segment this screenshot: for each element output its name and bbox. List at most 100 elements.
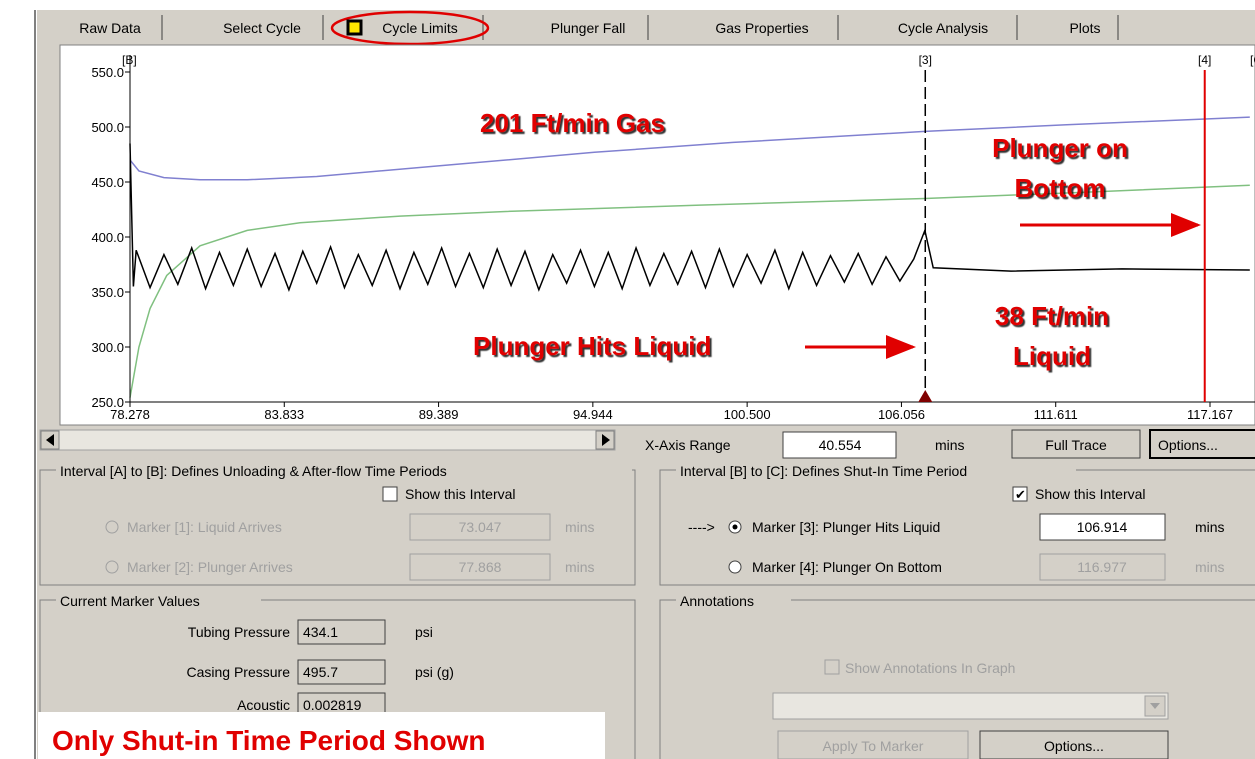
marker-label: [4] xyxy=(1198,53,1211,67)
unit: mins xyxy=(935,437,965,453)
field-value: 495.7 xyxy=(303,664,338,680)
value-label: Acoustic xyxy=(237,697,290,713)
checkbox[interactable] xyxy=(1012,486,1028,502)
radio-label: Marker [1]: Liquid Arrives xyxy=(127,519,282,535)
checkbox-label: Show this Interval xyxy=(1035,486,1146,502)
text-field xyxy=(409,553,551,581)
marker-handle xyxy=(918,390,933,402)
title-bg xyxy=(676,592,791,608)
text-field xyxy=(297,619,386,645)
radio-label: Marker [2]: Plunger Arrives xyxy=(127,559,293,575)
caption: Only Shut-in Time Period Shown xyxy=(52,725,486,756)
x-tick-label: 94.944 xyxy=(573,407,613,422)
value-label: Casing Pressure xyxy=(187,664,291,680)
field-value: 77.868 xyxy=(459,559,502,575)
radio-label: Marker [4]: Plunger On Bottom xyxy=(752,559,942,575)
tab[interactable]: Gas Properties xyxy=(715,20,808,36)
button[interactable] xyxy=(1149,429,1255,459)
unit: mins xyxy=(1195,519,1225,535)
title-bg xyxy=(56,462,632,478)
group-title: Current Marker Values xyxy=(60,593,200,609)
marker-label: [C] xyxy=(1250,53,1255,67)
chart xyxy=(59,44,1255,426)
value-label: Tubing Pressure xyxy=(188,624,290,640)
field-value: 40.554 xyxy=(819,437,862,453)
tab[interactable]: Plunger Fall xyxy=(551,20,626,36)
radio[interactable] xyxy=(105,560,119,574)
text-field[interactable] xyxy=(782,431,897,459)
unit: mins xyxy=(565,519,595,535)
checkbox-label: Show Annotations In Graph xyxy=(845,660,1015,676)
combo-box xyxy=(772,692,1169,720)
tab[interactable]: Cycle Limits xyxy=(382,20,457,36)
unit: mins xyxy=(1195,559,1225,575)
checkbox[interactable] xyxy=(382,486,398,502)
series-line xyxy=(129,116,1250,181)
x-tick-label: 89.389 xyxy=(419,407,459,422)
text-field xyxy=(297,659,386,685)
tab[interactable]: Plots xyxy=(1069,20,1100,36)
field-value: 106.914 xyxy=(1077,519,1128,535)
y-tick-label: 400.0 xyxy=(91,230,124,245)
annotation: Liquid xyxy=(1013,341,1091,371)
dropdown-icon xyxy=(1150,703,1160,709)
radio[interactable] xyxy=(105,520,119,534)
title-bg xyxy=(676,462,1076,478)
button xyxy=(777,730,969,759)
text-field[interactable] xyxy=(1039,513,1166,541)
tab-bar: Raw Data Select Cycle Cycle Limits Plunger … xyxy=(79,15,1119,40)
label: X-Axis Range xyxy=(645,437,731,453)
button-label: Options... xyxy=(1044,738,1104,754)
unit: mins xyxy=(565,559,595,575)
radio-dot xyxy=(732,524,738,530)
y-tick-label: 450.0 xyxy=(91,175,124,190)
group-title: Interval [A] to [B]: Defines Unloading &… xyxy=(60,463,447,479)
unit: psi xyxy=(415,624,433,640)
radio[interactable] xyxy=(728,560,742,574)
field-value: 0.002819 xyxy=(303,697,362,713)
tab[interactable]: Cycle Analysis xyxy=(898,20,988,36)
check-mark: ✔ xyxy=(1015,487,1026,502)
checkbox-label: Show this Interval xyxy=(405,486,516,502)
arrow-icon xyxy=(602,434,610,446)
scrollbar[interactable] xyxy=(39,429,616,451)
pointer: ----> xyxy=(688,519,715,535)
title-bg xyxy=(56,592,261,608)
group-box xyxy=(659,599,1255,759)
tab-icon xyxy=(346,19,363,36)
arrow-icon xyxy=(46,434,54,446)
button[interactable] xyxy=(1011,429,1141,459)
annotation: 201 Ft/min Gas xyxy=(480,108,665,138)
caption-box xyxy=(38,712,605,759)
group-box xyxy=(39,599,636,759)
button-label: Options... xyxy=(1158,437,1218,453)
annotation: 38 Ft/min xyxy=(995,301,1109,331)
group-title: Interval [B] to [C]: Defines Shut-In Tim… xyxy=(680,463,967,479)
tab[interactable]: Raw Data xyxy=(79,20,141,36)
marker-label: [B] xyxy=(122,53,137,67)
x-tick-label: 117.167 xyxy=(1187,407,1233,422)
chart-annotations: 201 Ft/min Gas Plunger on Bottom 38 Ft/m… xyxy=(473,108,1201,371)
y-tick-label: 250.0 xyxy=(91,395,124,410)
series-line xyxy=(129,143,1250,292)
group-title: Annotations xyxy=(680,593,754,609)
radio-label: Marker [3]: Plunger Hits Liquid xyxy=(752,519,940,535)
y-tick-label: 500.0 xyxy=(91,120,124,135)
annotation: Plunger Hits Liquid xyxy=(473,331,711,361)
y-tick-label: 550.0 xyxy=(91,65,124,80)
button-label: Full Trace xyxy=(1045,437,1107,453)
tab[interactable]: Select Cycle xyxy=(223,20,301,36)
field-value: 116.977 xyxy=(1077,559,1127,575)
marker-label: [3] xyxy=(919,53,932,67)
annotation: Plunger on xyxy=(992,133,1128,163)
marker-values: Tubing Pressure 434.1 psi Casing Pressure 49… xyxy=(187,619,454,718)
x-tick-label: 78.278 xyxy=(110,407,150,422)
field-value: 73.047 xyxy=(459,519,502,535)
y-tick-label: 350.0 xyxy=(91,285,124,300)
x-tick-label: 106.056 xyxy=(878,407,925,422)
y-tick-label: 300.0 xyxy=(91,340,124,355)
text-field xyxy=(409,513,551,541)
text-field xyxy=(1039,553,1166,581)
button[interactable] xyxy=(979,730,1169,759)
